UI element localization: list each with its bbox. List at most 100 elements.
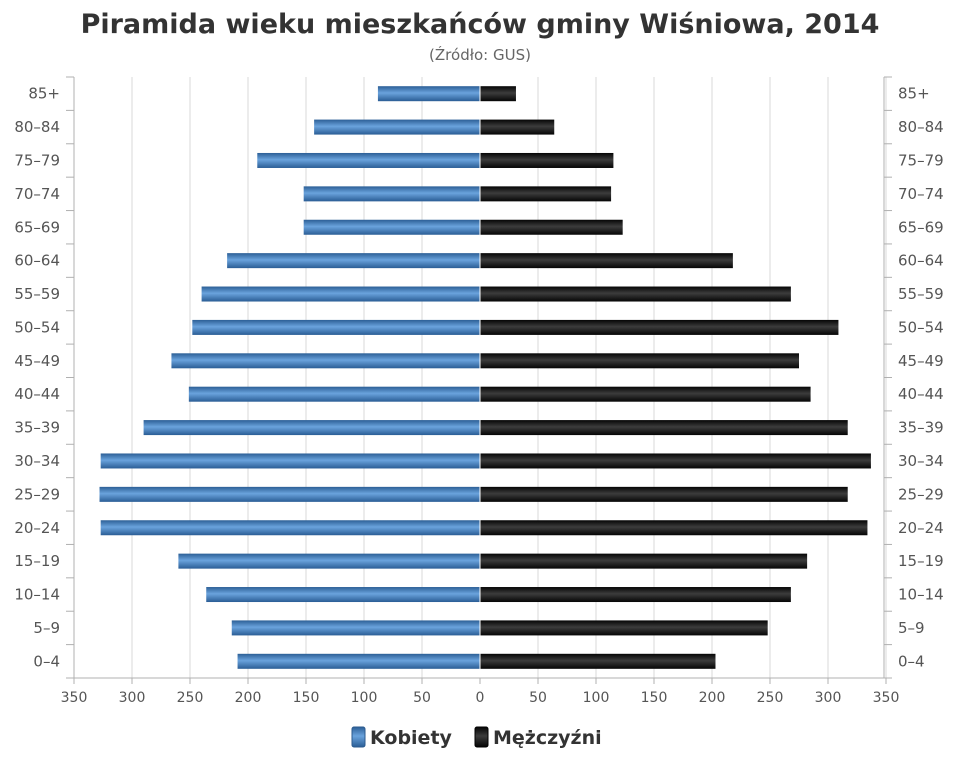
category-label-right: 65–69 bbox=[898, 218, 944, 236]
bar-kobiety[interactable] bbox=[206, 587, 481, 603]
category-label-right: 10–14 bbox=[898, 586, 944, 604]
category-label-left: 45–49 bbox=[14, 352, 60, 370]
bar-mezczyzni[interactable] bbox=[480, 253, 733, 269]
category-label-left: 70–74 bbox=[14, 185, 60, 203]
bar-kobiety[interactable] bbox=[171, 353, 480, 369]
category-label-left: 30–34 bbox=[14, 452, 60, 470]
category-label-left: 50–54 bbox=[14, 318, 60, 336]
x-tick-label: 100 bbox=[351, 690, 378, 706]
x-tick-label: 150 bbox=[293, 690, 320, 706]
category-label-right: 30–34 bbox=[898, 452, 944, 470]
category-labels: 0–4 0–4 5–9 5–9 10–14 10–14 15–19 15–19 20–24 20–… bbox=[14, 85, 943, 671]
category-label-right: 20–24 bbox=[898, 519, 944, 537]
x-tick-labels: 350 300 250 200 150 100 50 0 50 100 150 200 250 300 35… bbox=[61, 690, 900, 706]
legend-label-mezczyzni[interactable]: Mężczyźni bbox=[493, 727, 602, 749]
category-label-left: 65–69 bbox=[14, 218, 60, 236]
category-label-left: 60–64 bbox=[14, 252, 60, 270]
bar-kobiety[interactable] bbox=[100, 520, 481, 536]
bar-kobiety[interactable] bbox=[237, 653, 480, 669]
legend[interactable]: Kobiety Mężczyźni bbox=[351, 726, 602, 749]
bar-kobiety[interactable] bbox=[377, 86, 480, 102]
gridlines bbox=[73, 77, 887, 678]
category-label-right: 35–39 bbox=[898, 419, 944, 437]
category-label-right: 40–44 bbox=[898, 385, 944, 403]
category-label-right: 60–64 bbox=[898, 252, 944, 270]
bar-mezczyzni[interactable] bbox=[480, 620, 768, 636]
bar-mezczyzni[interactable] bbox=[480, 386, 811, 402]
x-tick-label: 50 bbox=[529, 690, 547, 706]
bar-mezczyzni[interactable] bbox=[480, 353, 799, 369]
bar-kobiety[interactable] bbox=[192, 319, 480, 335]
bar-kobiety[interactable] bbox=[231, 620, 480, 636]
axes bbox=[66, 76, 892, 684]
chart-title: Piramida wieku mieszkańców gminy Wiśniow… bbox=[81, 9, 880, 40]
category-label-right: 55–59 bbox=[898, 285, 944, 303]
category-label-left: 85+ bbox=[28, 85, 60, 103]
x-tick-label: 200 bbox=[235, 690, 262, 706]
category-label-right: 50–54 bbox=[898, 318, 944, 336]
category-label-right: 45–49 bbox=[898, 352, 944, 370]
bar-kobiety[interactable] bbox=[201, 286, 480, 302]
bar-kobiety[interactable] bbox=[143, 420, 480, 436]
bar-mezczyzni[interactable] bbox=[480, 587, 791, 603]
category-label-left: 20–24 bbox=[14, 519, 60, 537]
bars bbox=[99, 77, 871, 678]
x-tick-label: 200 bbox=[699, 690, 726, 706]
bar-mezczyzni[interactable] bbox=[480, 286, 791, 302]
bar-mezczyzni[interactable] bbox=[480, 319, 839, 335]
x-tick-label: 350 bbox=[873, 690, 900, 706]
category-label-right: 25–29 bbox=[898, 485, 944, 503]
x-tick-label: 50 bbox=[413, 690, 431, 706]
category-label-right: 0–4 bbox=[898, 652, 925, 670]
bar-kobiety[interactable] bbox=[188, 386, 480, 402]
bar-kobiety[interactable] bbox=[257, 152, 480, 168]
category-label-left: 10–14 bbox=[14, 586, 60, 604]
category-label-right: 70–74 bbox=[898, 185, 944, 203]
legend-swatch-mezczyzni[interactable] bbox=[474, 726, 489, 748]
legend-swatch-kobiety[interactable] bbox=[351, 726, 366, 748]
category-label-left: 75–79 bbox=[14, 151, 60, 169]
bar-kobiety[interactable] bbox=[227, 253, 480, 269]
category-label-left: 55–59 bbox=[14, 285, 60, 303]
bar-mezczyzni[interactable] bbox=[480, 186, 612, 202]
bar-kobiety[interactable] bbox=[178, 553, 480, 569]
bar-kobiety[interactable] bbox=[99, 486, 481, 502]
x-tick-label: 300 bbox=[119, 690, 146, 706]
bar-mezczyzni[interactable] bbox=[480, 152, 614, 168]
x-tick-label: 300 bbox=[815, 690, 842, 706]
bar-mezczyzni[interactable] bbox=[480, 119, 555, 135]
bar-kobiety[interactable] bbox=[303, 186, 480, 202]
category-label-left: 0–4 bbox=[33, 652, 60, 670]
bar-mezczyzni[interactable] bbox=[480, 86, 516, 102]
category-label-right: 75–79 bbox=[898, 151, 944, 169]
bar-mezczyzni[interactable] bbox=[480, 486, 848, 502]
category-label-left: 15–19 bbox=[14, 552, 60, 570]
x-tick-label: 350 bbox=[61, 690, 88, 706]
x-tick-label: 250 bbox=[177, 690, 204, 706]
bar-mezczyzni[interactable] bbox=[480, 453, 871, 469]
legend-label-kobiety[interactable]: Kobiety bbox=[370, 727, 453, 749]
category-label-left: 40–44 bbox=[14, 385, 60, 403]
category-label-left: 35–39 bbox=[14, 419, 60, 437]
bar-kobiety[interactable] bbox=[303, 219, 480, 235]
x-tick-label: 150 bbox=[641, 690, 668, 706]
x-tick-label: 100 bbox=[583, 690, 610, 706]
category-label-right: 85+ bbox=[898, 85, 930, 103]
bar-kobiety[interactable] bbox=[100, 453, 481, 469]
category-label-right: 5–9 bbox=[898, 619, 925, 637]
bar-mezczyzni[interactable] bbox=[480, 219, 623, 235]
bar-kobiety[interactable] bbox=[314, 119, 480, 135]
category-label-left: 80–84 bbox=[14, 118, 60, 136]
category-label-left: 5–9 bbox=[33, 619, 60, 637]
category-label-right: 15–19 bbox=[898, 552, 944, 570]
bar-mezczyzni[interactable] bbox=[480, 520, 868, 536]
x-tick-label: 250 bbox=[757, 690, 784, 706]
chart-subtitle: (Źródło: GUS) bbox=[429, 45, 531, 64]
bar-mezczyzni[interactable] bbox=[480, 553, 808, 569]
category-label-left: 25–29 bbox=[14, 485, 60, 503]
bar-mezczyzni[interactable] bbox=[480, 653, 716, 669]
category-label-right: 80–84 bbox=[898, 118, 944, 136]
x-tick-label: 0 bbox=[476, 690, 485, 706]
bar-mezczyzni[interactable] bbox=[480, 420, 848, 436]
